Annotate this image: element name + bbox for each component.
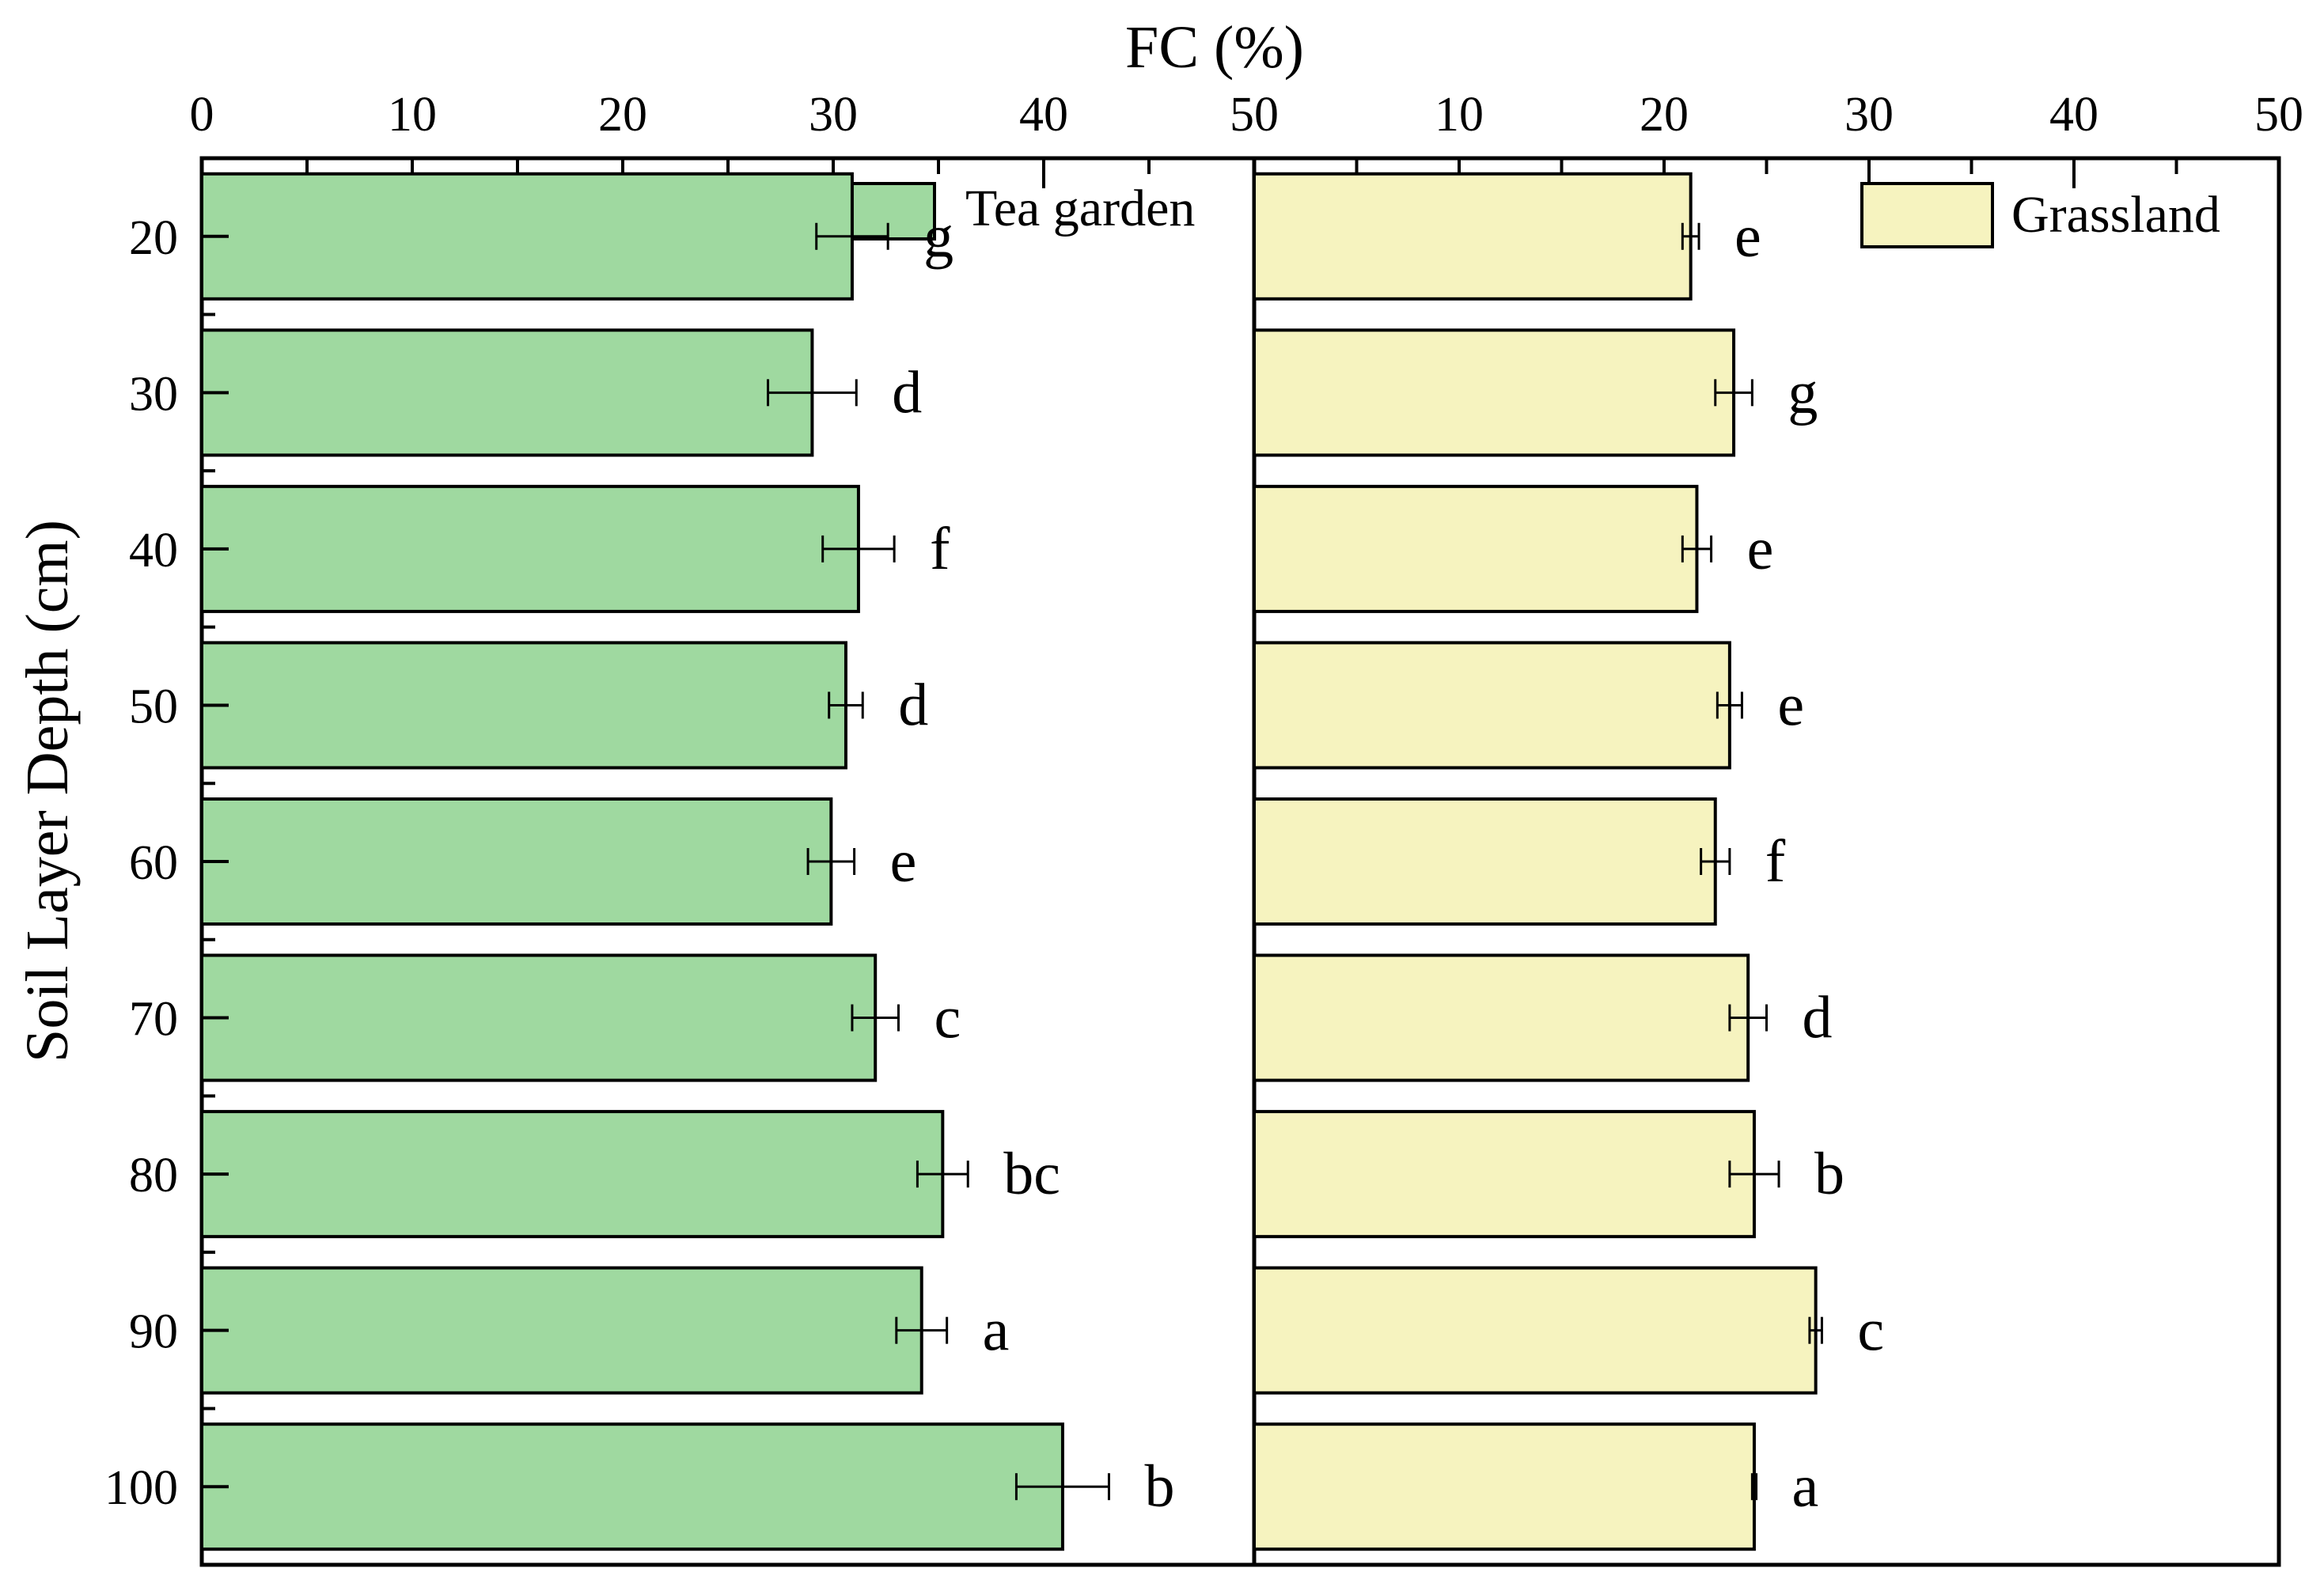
significance-letter: d (892, 359, 922, 426)
x-tick-label: 50 (2254, 88, 2303, 142)
y-tick-label: 70 (129, 993, 178, 1047)
significance-letter: b (1814, 1141, 1844, 1207)
significance-letter: c (1857, 1297, 1884, 1364)
x-tick-label: 40 (1019, 88, 1068, 142)
significance-letter: e (1777, 672, 1804, 738)
significance-letter: c (934, 985, 961, 1051)
panel-grassland: 10 20 30 40 50 Grassland e g e e f d b c a (1252, 88, 2303, 1567)
bar (1253, 953, 1750, 1082)
bar (1253, 1266, 1818, 1395)
bar (1253, 1110, 1756, 1239)
bar (1253, 328, 1736, 457)
bar (200, 172, 854, 301)
y-tick-label: 100 (104, 1461, 178, 1515)
x-tick-label: 0 (190, 88, 214, 142)
x-tick-label: 10 (1435, 88, 1484, 142)
y-axis-title: Soil Layer Depth (cm) (14, 520, 81, 1062)
x-tick-label: 20 (1640, 88, 1689, 142)
y-tick-label: 80 (129, 1149, 178, 1202)
legend-label: Tea garden (965, 180, 1195, 237)
significance-letter: g (923, 203, 953, 270)
x-tick-label: 20 (598, 88, 647, 142)
significance-letter: d (898, 672, 928, 738)
x-axis-title: FC (%) (1125, 14, 1304, 81)
legend-swatch (1860, 182, 1994, 248)
significance-letter: g (1788, 359, 1818, 426)
y-tick-label: 90 (129, 1305, 178, 1359)
y-tick-label: 40 (129, 524, 178, 578)
significance-letter: d (1803, 985, 1833, 1051)
bar (200, 953, 878, 1082)
bar (200, 1110, 945, 1239)
y-tick-label: 20 (129, 211, 178, 265)
bar (200, 641, 847, 770)
x-tick-label: 30 (809, 88, 858, 142)
bar (1253, 641, 1731, 770)
bar (1253, 1422, 1756, 1551)
legend-label: Grassland (2011, 186, 2220, 244)
significance-letter: e (890, 828, 917, 895)
y-tick-label: 50 (129, 680, 178, 733)
bar (1253, 172, 1693, 301)
bar (1253, 797, 1717, 926)
y-tick-label: 60 (129, 836, 178, 890)
bar (200, 484, 860, 613)
bar (200, 797, 833, 926)
x-tick-label: 10 (388, 88, 437, 142)
x-tick-label: 40 (2049, 88, 2098, 142)
significance-letter: a (1792, 1453, 1819, 1520)
x-tick-label: 30 (1844, 88, 1894, 142)
significance-letter: e (1747, 516, 1774, 582)
significance-letter: bc (1003, 1141, 1060, 1207)
y-tick-label: 30 (129, 367, 178, 421)
bar (1253, 484, 1699, 613)
bar (200, 1266, 923, 1395)
significance-letter: a (983, 1297, 1010, 1364)
x-tick-label: 50 (1230, 88, 1279, 142)
significance-letter: b (1144, 1453, 1174, 1520)
significance-letter: f (930, 516, 950, 582)
bar (200, 328, 814, 457)
significance-letter: f (1765, 828, 1786, 895)
significance-letter: e (1734, 203, 1761, 270)
bar (200, 1422, 1064, 1551)
